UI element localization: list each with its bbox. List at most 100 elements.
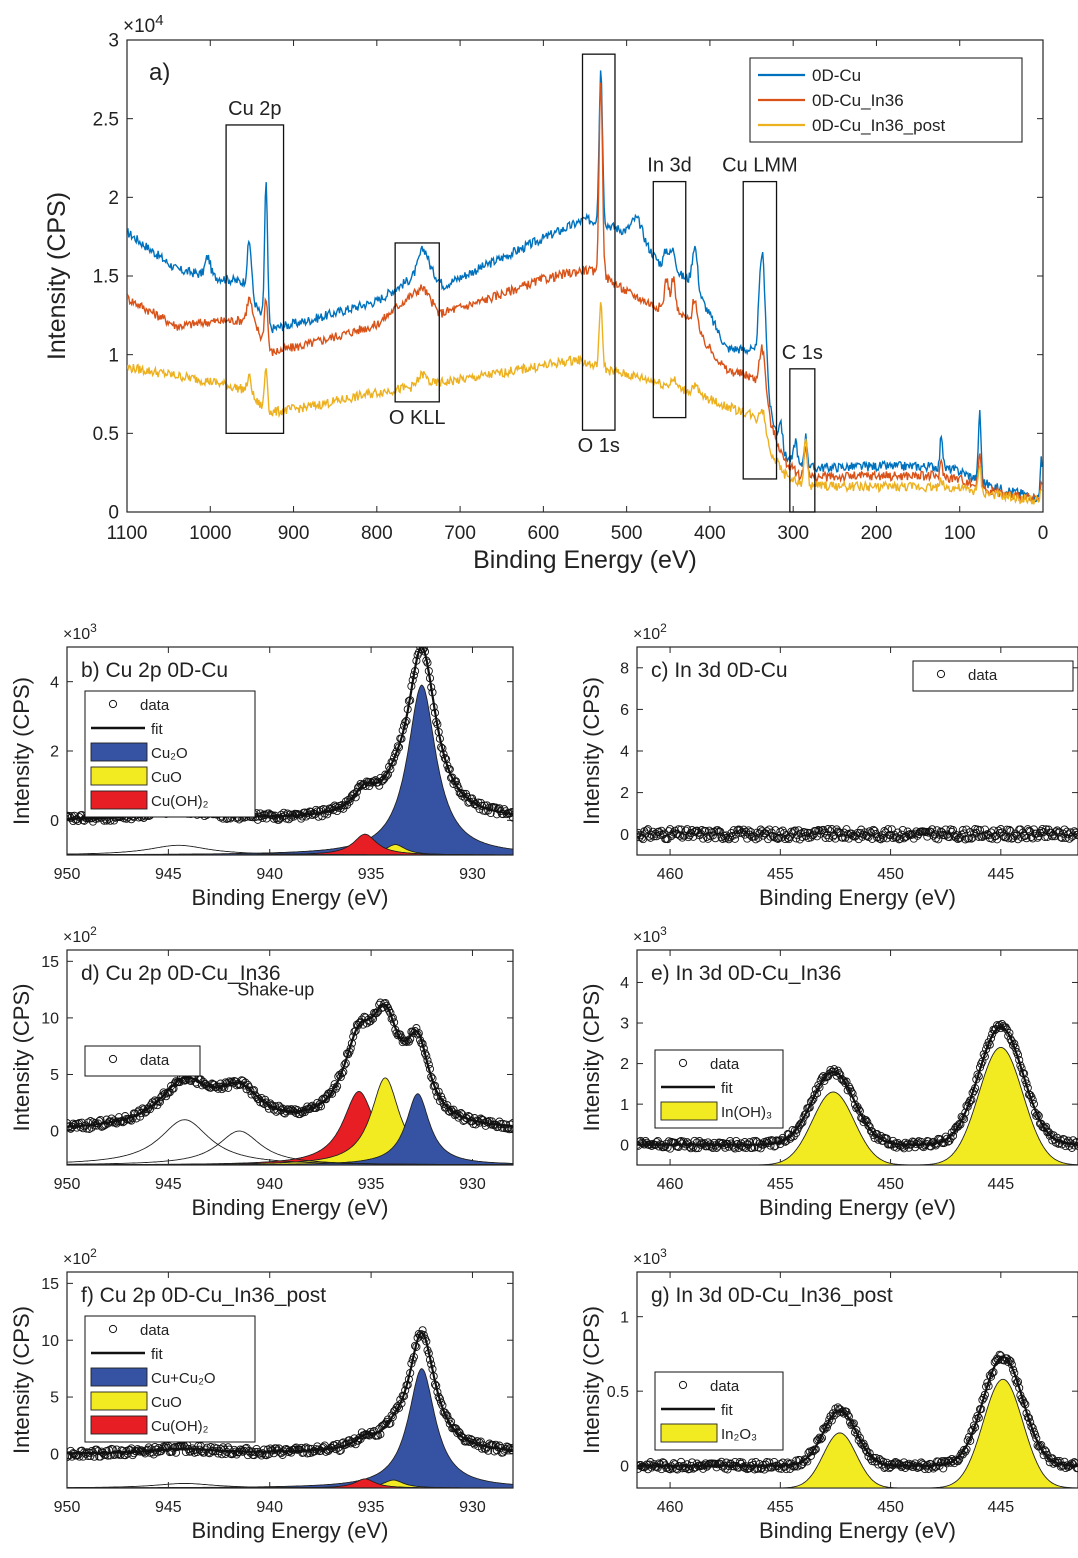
x-tick-label: 950 <box>54 866 81 883</box>
data-point <box>236 1445 245 1454</box>
annotation-box <box>581 53 616 431</box>
legend-swatch <box>90 1367 148 1387</box>
annotation-box <box>225 124 285 434</box>
panel-title: b) Cu 2p 0D-Cu <box>81 659 228 682</box>
data-point <box>948 1457 958 1466</box>
data-point <box>983 830 992 839</box>
x-axis-label: Binding Energy (eV) <box>759 1518 956 1543</box>
data-point <box>683 1460 692 1469</box>
data-point <box>471 799 480 809</box>
data-point <box>1073 830 1078 839</box>
chart-panel-5: 950 945 940 935 930 0 5 10 15×102 Binding Energy … <box>9 1246 514 1543</box>
data-point <box>808 1096 817 1105</box>
x-tick-label: 700 <box>444 523 476 544</box>
y-tick-label: 4 <box>620 744 629 761</box>
data-point <box>801 1455 811 1464</box>
data-point <box>751 835 760 844</box>
data-point <box>284 1105 293 1114</box>
x-tick-label: 940 <box>256 866 283 883</box>
x-tick-label: 0 <box>1038 523 1049 544</box>
panel-title: c) In 3d 0D-Cu <box>651 659 788 682</box>
annotation-label: O 1s <box>578 435 620 457</box>
y-tick-label: 2 <box>50 744 59 761</box>
x-tick-label: 945 <box>155 1499 182 1516</box>
data-point <box>366 1427 375 1436</box>
annotation-label: Cu 2p <box>228 98 281 120</box>
x-tick-label: 450 <box>877 1499 904 1516</box>
chart-panel-3: 950 945 940 935 930 0 5 10 15×102 Binding Energy … <box>9 924 514 1220</box>
y-tick-label: 2 <box>620 1056 629 1073</box>
y-tick-label: 0.5 <box>607 1384 629 1401</box>
y-tick-label: 0 <box>620 1137 629 1154</box>
fit-line <box>67 1331 513 1455</box>
data-point <box>1007 1037 1016 1046</box>
y-tick-label: 15 <box>41 954 59 971</box>
legend-label: 0D-Cu_In36_post <box>812 116 946 135</box>
y-exponent-base: ×10 <box>123 16 155 37</box>
data-point <box>928 825 937 834</box>
data-point <box>717 833 726 842</box>
chart-panel-6: 460 455 450 445 0 0.5 1 ×103 Binding Energy (eV)… <box>579 1246 1078 1543</box>
panel-title: e) In 3d 0D-Cu_In36 <box>651 962 841 985</box>
x-tick-label: 945 <box>155 1176 182 1193</box>
data-point <box>1033 1110 1042 1119</box>
fit-line <box>637 1355 1078 1467</box>
data-point <box>975 826 985 835</box>
data-point <box>675 831 684 840</box>
x-tick-label: 450 <box>877 866 904 883</box>
data-point <box>896 834 905 843</box>
y-tick-label: 5 <box>50 1390 59 1407</box>
y-tick-label: 1.5 <box>93 267 119 288</box>
data-point <box>887 825 896 834</box>
data-point <box>874 832 883 841</box>
data-point <box>964 834 974 843</box>
data-point <box>1032 829 1041 838</box>
legend-label: data <box>968 667 998 684</box>
annotation-box <box>789 368 816 513</box>
y-axis-label: Intensity (CPS) <box>579 677 604 825</box>
data-point <box>325 1089 334 1098</box>
legend-label: fit <box>151 1346 164 1363</box>
data-point <box>381 770 390 779</box>
data-point <box>967 834 976 843</box>
data-point <box>825 833 834 842</box>
legend-swatch <box>660 1101 718 1121</box>
data-point <box>702 1142 711 1151</box>
data-point <box>507 807 513 817</box>
x-tick-label: 950 <box>54 1499 81 1516</box>
y-tick-label: 6 <box>620 702 629 719</box>
data-point <box>506 1120 513 1129</box>
legend-label: data <box>140 697 170 714</box>
legend-label: Cu+Cu₂O <box>151 1370 216 1387</box>
x-tick-label: 300 <box>777 523 809 544</box>
data-point <box>795 1120 804 1129</box>
legend-label: fit <box>721 1080 734 1097</box>
data-point <box>287 1105 296 1114</box>
chart-panel-1: 950 945 940 935 930 0 2 4 ×103 Binding Energy (eV… <box>9 621 514 910</box>
data-point <box>729 826 738 835</box>
data-point <box>1038 1446 1047 1455</box>
data-point <box>454 784 463 793</box>
data-point <box>999 831 1008 840</box>
y-tick-label: 10 <box>41 1333 59 1350</box>
y-axis-label: Intensity (CPS) <box>9 984 34 1132</box>
annotation-label: O KLL <box>389 407 446 429</box>
x-axis-label: Binding Energy (eV) <box>759 885 956 910</box>
legend-label: data <box>140 1322 170 1339</box>
y-axis-label: Intensity (CPS) <box>579 1306 604 1454</box>
panel-label: a) <box>149 59 170 86</box>
series-line-0D-Cu_In36 <box>127 82 1043 504</box>
data-point <box>1023 825 1032 834</box>
legend-label: data <box>710 1056 740 1073</box>
y-tick-label: 2 <box>620 785 629 802</box>
y-exponent-power: 3 <box>660 924 667 938</box>
y-tick-label: 0 <box>50 1124 59 1141</box>
x-tick-label: 400 <box>694 523 726 544</box>
data-point <box>897 1463 906 1472</box>
data-point <box>864 832 873 842</box>
legend-label: data <box>140 1052 170 1069</box>
data-point <box>744 826 753 835</box>
data-point <box>858 832 867 841</box>
data-point <box>739 825 748 834</box>
